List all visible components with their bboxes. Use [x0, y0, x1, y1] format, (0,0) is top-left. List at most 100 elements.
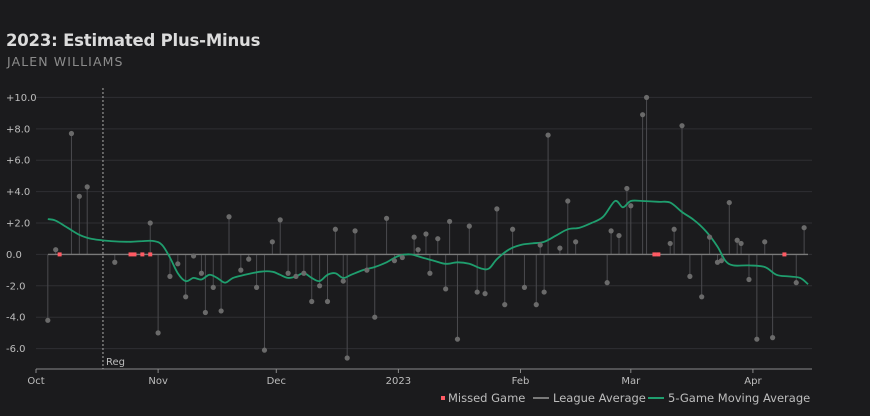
y-tick-label: +10.0	[6, 93, 37, 104]
chart-subtitle: JALEN WILLIAMS	[7, 54, 124, 69]
game-point	[226, 214, 232, 220]
missed-game-marker	[57, 252, 62, 257]
game-point	[762, 239, 768, 245]
missed-game-marker	[652, 252, 657, 257]
game-point	[533, 302, 539, 308]
game-point	[734, 237, 740, 243]
game-point	[293, 273, 299, 279]
game-point	[770, 335, 776, 341]
game-point	[545, 132, 551, 138]
game-point	[399, 254, 405, 261]
y-tick-label: +8.0	[6, 124, 30, 135]
x-tick-label: Dec	[267, 376, 286, 387]
game-point	[147, 220, 153, 226]
game-point	[415, 247, 421, 253]
game-point	[210, 284, 216, 290]
game-point	[628, 203, 634, 209]
game-point	[667, 240, 673, 247]
game-point	[671, 226, 677, 232]
game-point	[68, 130, 75, 137]
game-point	[301, 270, 307, 276]
game-point	[714, 259, 721, 265]
game-point	[454, 336, 461, 342]
game-point	[391, 258, 398, 264]
game-point	[447, 218, 453, 225]
y-tick-label: 0.0	[6, 250, 22, 261]
legend-swatch-moving-average	[648, 397, 664, 399]
game-point	[76, 193, 82, 199]
game-point	[238, 267, 244, 273]
game-point	[317, 283, 323, 289]
game-point	[167, 273, 173, 279]
legend-label-moving-average: 5-Game Moving Average	[668, 391, 811, 405]
legend-item-moving-average: 5-Game Moving Average	[648, 391, 810, 405]
x-tick-label: Oct	[27, 376, 44, 387]
legend-swatch-missed-game	[441, 396, 445, 400]
game-point	[309, 298, 315, 305]
y-tick-label: -4.0	[6, 313, 26, 324]
game-point	[718, 258, 725, 264]
game-point	[383, 215, 390, 221]
game-point	[175, 261, 181, 267]
game-point	[474, 289, 480, 295]
game-point	[679, 123, 685, 129]
game-point	[616, 232, 622, 239]
x-tick-label: Mar	[621, 376, 641, 387]
game-point	[537, 242, 543, 248]
game-point	[494, 206, 500, 212]
game-point	[218, 308, 224, 314]
game-point	[746, 276, 752, 283]
game-point	[687, 273, 693, 279]
game-point	[324, 298, 331, 305]
game-point	[183, 294, 189, 300]
game-point	[340, 278, 346, 284]
game-point	[466, 223, 472, 229]
x-tick-label: Apr	[744, 376, 762, 387]
game-point	[801, 225, 807, 231]
legend-swatch-league-average	[533, 397, 549, 399]
missed-game-marker	[782, 252, 787, 257]
game-point	[699, 294, 705, 300]
game-point	[640, 112, 646, 118]
game-point	[364, 267, 370, 273]
game-point	[604, 280, 610, 286]
game-point	[246, 256, 252, 262]
game-point	[411, 234, 417, 240]
game-point	[352, 228, 358, 234]
game-point	[155, 330, 161, 336]
game-point	[332, 226, 338, 232]
chart-legend: Missed Game League Average 5-Game Moving…	[0, 391, 870, 405]
moving-average-line	[47, 199, 809, 285]
missed-game-marker	[140, 252, 145, 257]
game-point	[754, 336, 760, 342]
game-point	[573, 239, 579, 245]
game-point	[726, 199, 732, 206]
game-point	[53, 247, 59, 253]
game-point	[435, 236, 441, 242]
x-tick-label: Feb	[512, 376, 530, 387]
game-point	[738, 240, 744, 247]
game-point	[510, 226, 516, 232]
legend-item-missed-game: Missed Game	[441, 391, 525, 405]
legend-item-league-average: League Average	[533, 391, 646, 405]
chart-title: 2023: Estimated Plus-Minus	[6, 31, 261, 50]
game-point	[285, 270, 291, 276]
game-point	[198, 270, 205, 276]
game-point	[482, 291, 488, 297]
game-point	[269, 239, 275, 245]
y-tick-label: -2.0	[6, 281, 26, 292]
game-point	[423, 231, 429, 237]
game-point	[261, 347, 268, 353]
game-point	[521, 284, 528, 290]
game-point	[565, 198, 571, 204]
game-point	[84, 184, 90, 190]
game-point	[443, 286, 449, 292]
x-tick-label: Nov	[148, 376, 168, 387]
game-point	[706, 234, 713, 240]
missed-game-marker	[656, 252, 661, 257]
game-point	[344, 355, 350, 361]
reg-season-label: Reg	[106, 357, 125, 368]
x-tick-label: 2023	[386, 376, 411, 387]
